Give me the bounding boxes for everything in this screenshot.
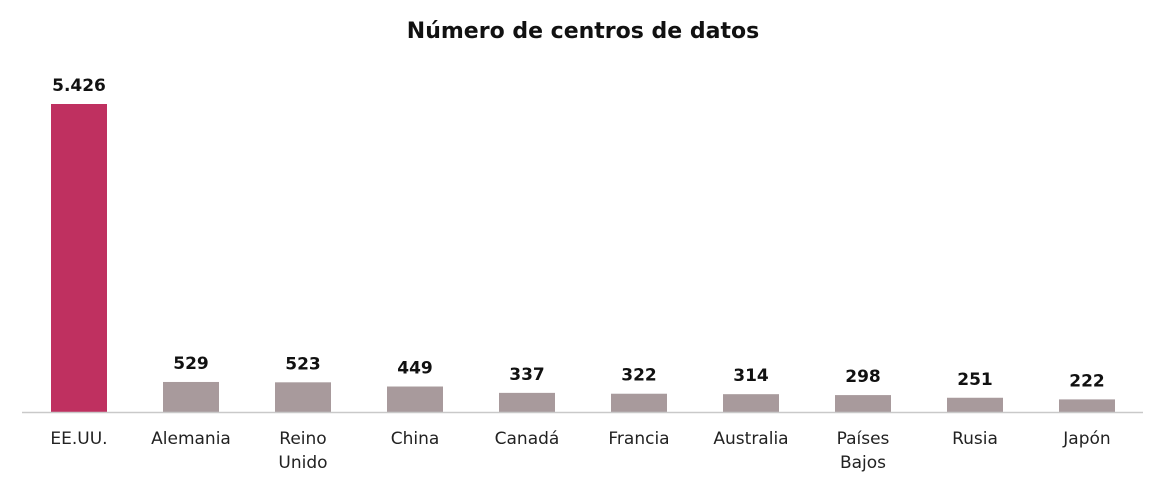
bar-7 xyxy=(835,395,891,412)
category-label-line: Japón xyxy=(1062,429,1110,449)
value-label-3: 449 xyxy=(397,359,433,379)
value-label-5: 322 xyxy=(621,366,657,386)
bar-6 xyxy=(723,394,779,412)
category-label-line: Unido xyxy=(278,453,327,473)
category-label-line: Países xyxy=(837,429,890,449)
bar-8 xyxy=(947,397,1003,412)
value-label-2: 523 xyxy=(285,354,321,374)
category-label-line: Australia xyxy=(713,429,788,449)
bar-9 xyxy=(1059,399,1115,412)
category-label-line: China xyxy=(391,429,440,449)
category-label-line: Canadá xyxy=(495,429,560,449)
category-label-line: Bajos xyxy=(840,453,886,473)
category-label-5: Francia xyxy=(608,429,669,449)
value-label-4: 337 xyxy=(509,365,545,385)
bar-0 xyxy=(51,104,107,412)
value-labels-group: 5.426 529 523 449 337 322 314 298 251 222 xyxy=(52,76,1105,391)
category-label-6: Australia xyxy=(713,429,788,449)
category-label-line: Alemania xyxy=(151,429,231,449)
category-label-8: Rusia xyxy=(952,429,998,449)
category-label-line: Reino xyxy=(279,429,326,449)
category-label-line: Francia xyxy=(608,429,669,449)
bar-5 xyxy=(611,393,667,412)
category-label-0: EE.UU. xyxy=(50,429,107,449)
value-label-8: 251 xyxy=(957,370,993,390)
bar-3 xyxy=(387,386,443,412)
category-label-9: Japón xyxy=(1062,429,1110,449)
category-label-7: Países Bajos xyxy=(837,429,890,473)
value-label-7: 298 xyxy=(845,367,881,387)
bars-group xyxy=(51,104,1115,412)
category-label-3: China xyxy=(391,429,440,449)
category-label-line: Rusia xyxy=(952,429,998,449)
value-label-6: 314 xyxy=(733,366,769,386)
bar-1 xyxy=(163,381,219,412)
category-label-4: Canadá xyxy=(495,429,560,449)
category-label-1: Alemania xyxy=(151,429,231,449)
value-label-9: 222 xyxy=(1069,371,1105,391)
bar-4 xyxy=(499,392,555,412)
bar-2 xyxy=(275,382,331,412)
value-label-1: 529 xyxy=(173,354,209,374)
category-label-2: Reino Unido xyxy=(278,429,327,473)
category-labels-group: EE.UU. Alemania Reino Unido China Canadá Franc… xyxy=(50,429,1110,473)
chart-title: Número de centros de datos xyxy=(407,19,759,44)
category-label-line: EE.UU. xyxy=(50,429,107,449)
value-label-0: 5.426 xyxy=(52,76,106,96)
